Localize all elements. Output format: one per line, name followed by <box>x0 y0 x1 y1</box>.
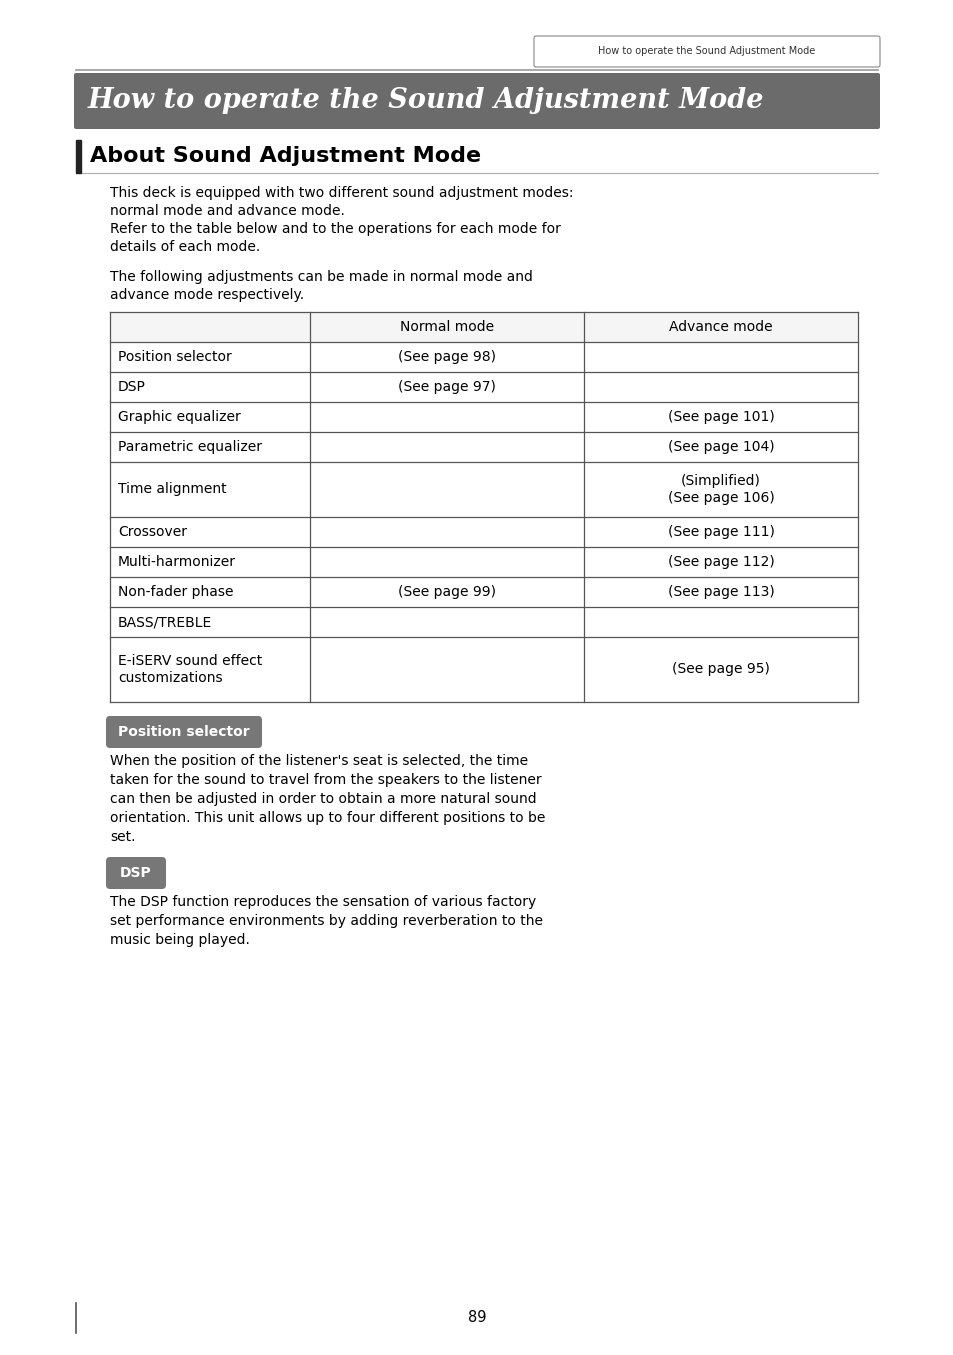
Text: Non-fader phase: Non-fader phase <box>118 585 233 599</box>
Bar <box>110 518 857 547</box>
Text: Multi-harmonizer: Multi-harmonizer <box>118 556 235 569</box>
Text: This deck is equipped with two different sound adjustment modes:: This deck is equipped with two different… <box>110 186 573 201</box>
Text: (See page 99): (See page 99) <box>397 585 496 599</box>
Bar <box>110 547 857 577</box>
Text: Crossover: Crossover <box>118 524 187 539</box>
Text: (See page 111): (See page 111) <box>667 524 774 539</box>
Text: How to operate the Sound Adjustment Mode: How to operate the Sound Adjustment Mode <box>88 88 763 115</box>
Text: taken for the sound to travel from the speakers to the listener: taken for the sound to travel from the s… <box>110 772 541 787</box>
Text: customizations: customizations <box>118 671 222 686</box>
Text: Graphic equalizer: Graphic equalizer <box>118 411 240 424</box>
Text: DSP: DSP <box>118 379 146 394</box>
Text: details of each mode.: details of each mode. <box>110 240 260 253</box>
FancyBboxPatch shape <box>74 73 879 129</box>
Text: Parametric equalizer: Parametric equalizer <box>118 440 262 454</box>
Bar <box>76 140 81 173</box>
Text: The DSP function reproduces the sensation of various factory: The DSP function reproduces the sensatio… <box>110 896 536 909</box>
Text: E-iSERV sound effect: E-iSERV sound effect <box>118 654 262 668</box>
Text: (See page 106): (See page 106) <box>667 491 774 505</box>
Text: (Simplified): (Simplified) <box>680 474 760 488</box>
Bar <box>110 341 857 373</box>
Text: (See page 101): (See page 101) <box>667 411 774 424</box>
Text: (See page 95): (See page 95) <box>671 663 769 676</box>
FancyBboxPatch shape <box>106 715 262 748</box>
Text: normal mode and advance mode.: normal mode and advance mode. <box>110 205 345 218</box>
Bar <box>110 402 857 432</box>
Bar <box>110 637 857 702</box>
Bar <box>110 373 857 402</box>
Bar <box>110 607 857 637</box>
Bar <box>110 432 857 462</box>
Text: BASS/TREBLE: BASS/TREBLE <box>118 615 212 629</box>
Text: Time alignment: Time alignment <box>118 482 227 496</box>
Bar <box>110 462 857 518</box>
Text: can then be adjusted in order to obtain a more natural sound: can then be adjusted in order to obtain … <box>110 793 536 806</box>
Bar <box>110 312 857 341</box>
Text: When the position of the listener's seat is selected, the time: When the position of the listener's seat… <box>110 753 528 768</box>
Text: (See page 112): (See page 112) <box>667 556 774 569</box>
Text: advance mode respectively.: advance mode respectively. <box>110 289 304 302</box>
Bar <box>110 577 857 607</box>
FancyBboxPatch shape <box>534 37 879 66</box>
Text: set performance environments by adding reverberation to the: set performance environments by adding r… <box>110 915 542 928</box>
Text: (See page 98): (See page 98) <box>397 350 496 364</box>
Text: (See page 104): (See page 104) <box>667 440 774 454</box>
Text: Normal mode: Normal mode <box>399 320 494 333</box>
Text: Advance mode: Advance mode <box>668 320 772 333</box>
Text: Position selector: Position selector <box>118 725 250 738</box>
Text: (See page 113): (See page 113) <box>667 585 774 599</box>
Text: (See page 97): (See page 97) <box>397 379 496 394</box>
Text: About Sound Adjustment Mode: About Sound Adjustment Mode <box>90 146 480 167</box>
FancyBboxPatch shape <box>106 856 166 889</box>
Text: DSP: DSP <box>120 866 152 879</box>
Text: 89: 89 <box>467 1310 486 1325</box>
Text: Position selector: Position selector <box>118 350 232 364</box>
Text: The following adjustments can be made in normal mode and: The following adjustments can be made in… <box>110 270 533 285</box>
Text: orientation. This unit allows up to four different positions to be: orientation. This unit allows up to four… <box>110 812 545 825</box>
Text: set.: set. <box>110 831 135 844</box>
Text: How to operate the Sound Adjustment Mode: How to operate the Sound Adjustment Mode <box>598 46 815 57</box>
Text: Refer to the table below and to the operations for each mode for: Refer to the table below and to the oper… <box>110 222 560 236</box>
Text: music being played.: music being played. <box>110 934 250 947</box>
